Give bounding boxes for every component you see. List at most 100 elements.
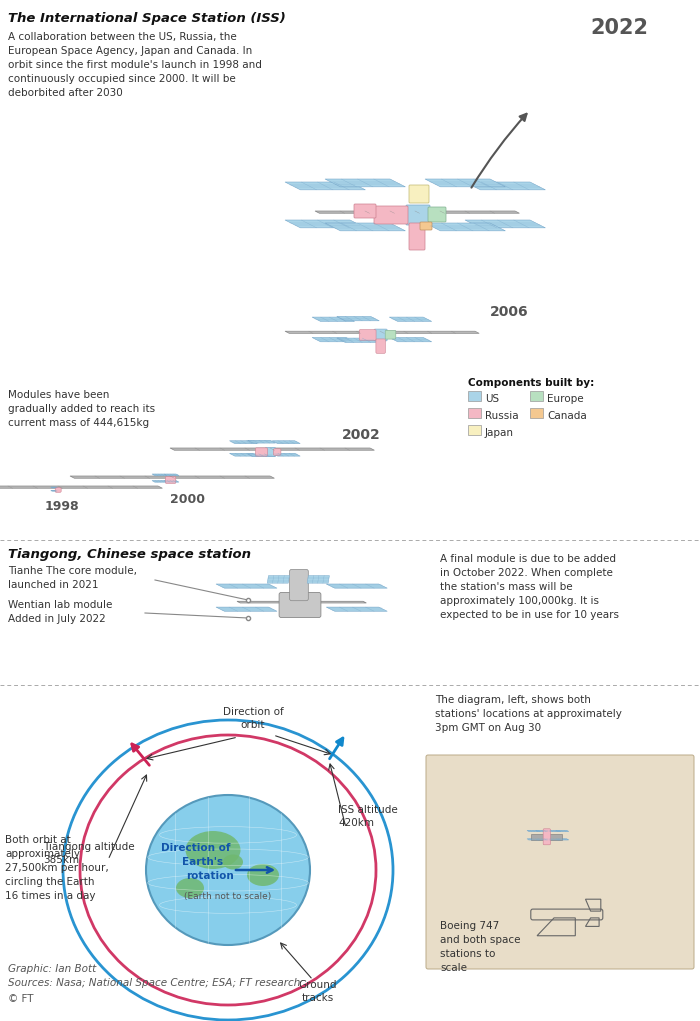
Polygon shape [425,179,505,187]
Text: Direction of: Direction of [161,843,231,853]
FancyBboxPatch shape [265,447,276,456]
FancyBboxPatch shape [543,829,550,844]
Polygon shape [272,453,300,456]
FancyBboxPatch shape [409,223,425,250]
Ellipse shape [247,864,279,886]
Polygon shape [230,441,258,443]
Text: 2006: 2006 [490,305,528,319]
Polygon shape [556,830,569,831]
Text: Tianhe The core module,
launched in 2021: Tianhe The core module, launched in 2021 [8,566,137,590]
Text: 2000: 2000 [170,493,205,506]
Text: The International Space Station (ISS): The International Space Station (ISS) [8,12,286,25]
FancyBboxPatch shape [165,477,176,483]
Polygon shape [527,839,540,840]
Text: A collaboration between the US, Russia, the
European Space Agency, Japan and Can: A collaboration between the US, Russia, … [8,32,262,98]
Polygon shape [230,453,258,456]
Text: A final module is due to be added
in October 2022. When complete
the station's m: A final module is due to be added in Oct… [440,554,619,620]
Ellipse shape [146,795,310,945]
Ellipse shape [186,831,241,869]
Polygon shape [337,338,379,342]
Text: Wentian lab module
Added in July 2022: Wentian lab module Added in July 2022 [8,600,113,624]
Text: Graphic: Ian Bott: Graphic: Ian Bott [8,964,97,974]
Bar [468,408,481,418]
Polygon shape [152,474,167,476]
Ellipse shape [176,878,204,898]
Text: The diagram, left, shows both
stations' locations at approximately
3pm GMT on Au: The diagram, left, shows both stations' … [435,695,622,733]
Text: Russia: Russia [485,411,519,421]
Polygon shape [325,223,405,231]
Polygon shape [536,839,549,840]
Polygon shape [326,607,387,612]
Text: 1998: 1998 [45,500,80,513]
Polygon shape [312,338,354,342]
Text: Canada: Canada [547,411,587,421]
Text: Japan: Japan [485,428,514,438]
Text: 2022: 2022 [590,18,648,38]
Polygon shape [285,182,365,190]
Text: (Earth not to scale): (Earth not to scale) [184,891,272,901]
FancyBboxPatch shape [376,339,385,353]
Polygon shape [70,476,274,478]
Text: US: US [485,394,499,404]
Polygon shape [465,220,545,228]
Text: © FT: © FT [8,994,34,1004]
Text: Modules have been
gradually added to reach its
current mass of 444,615kg: Modules have been gradually added to rea… [8,390,155,428]
Polygon shape [267,576,290,583]
Polygon shape [389,338,432,342]
Polygon shape [285,220,365,228]
FancyBboxPatch shape [279,592,321,618]
Polygon shape [527,830,540,831]
FancyBboxPatch shape [420,222,432,230]
Text: Both orbit at
approximately
27,500km per hour,
circling the Earth
16 times in a : Both orbit at approximately 27,500km per… [5,835,108,901]
Polygon shape [556,839,569,840]
Polygon shape [326,584,387,588]
Polygon shape [152,481,167,482]
Text: Ground
tracks: Ground tracks [299,980,337,1004]
Text: Sources: Nasa; National Space Centre; ESA; FT research: Sources: Nasa; National Space Centre; ES… [8,978,300,988]
Polygon shape [164,474,179,476]
Polygon shape [272,441,300,443]
Text: Tiangong, Chinese space station: Tiangong, Chinese space station [8,548,251,561]
FancyBboxPatch shape [55,488,61,492]
FancyBboxPatch shape [385,331,396,339]
Bar [468,391,481,401]
Text: Tiangong altitude
385km: Tiangong altitude 385km [43,842,134,865]
FancyBboxPatch shape [359,330,376,340]
Bar [530,391,543,401]
Text: Components built by:: Components built by: [468,378,594,388]
FancyBboxPatch shape [274,449,281,455]
Text: ISS altitude
420km: ISS altitude 420km [338,805,398,828]
Polygon shape [170,448,374,450]
Polygon shape [307,576,330,583]
Bar [468,425,481,435]
FancyBboxPatch shape [374,329,387,341]
Polygon shape [312,318,354,322]
FancyBboxPatch shape [256,448,267,456]
FancyBboxPatch shape [290,570,308,600]
Ellipse shape [223,855,243,870]
Polygon shape [548,830,561,831]
Text: rotation: rotation [186,871,234,881]
Polygon shape [0,486,162,488]
Polygon shape [337,317,379,321]
FancyBboxPatch shape [406,205,430,225]
Bar [530,408,543,418]
Text: Europe: Europe [547,394,584,404]
Polygon shape [389,318,432,322]
Text: Direction of
orbit: Direction of orbit [223,707,284,730]
FancyBboxPatch shape [426,755,694,969]
Text: Boeing 747
and both space
stations to
scale: Boeing 747 and both space stations to sc… [440,921,521,973]
Bar [531,834,562,840]
Text: Earth's: Earth's [183,857,223,867]
Polygon shape [248,453,275,456]
Polygon shape [315,211,519,213]
Polygon shape [425,223,505,231]
FancyBboxPatch shape [354,204,376,218]
Polygon shape [548,839,561,840]
FancyBboxPatch shape [409,185,429,203]
Polygon shape [216,584,277,588]
Polygon shape [248,440,275,443]
FancyBboxPatch shape [374,206,408,224]
Polygon shape [285,331,480,333]
Polygon shape [164,481,179,482]
